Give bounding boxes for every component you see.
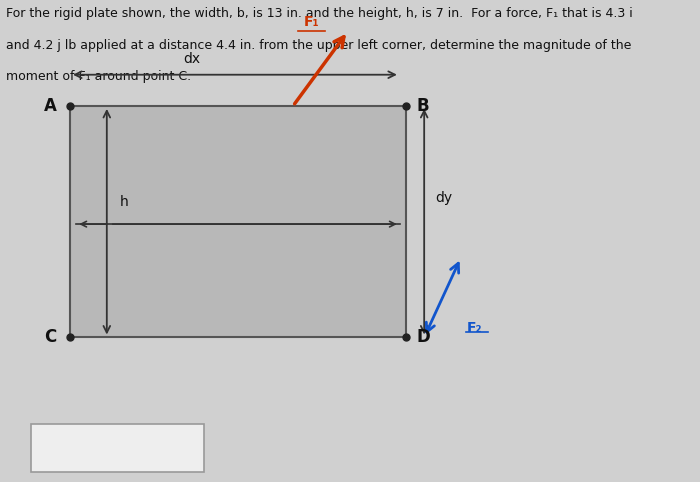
- Text: dy: dy: [435, 190, 452, 205]
- Text: moment of F₁ around point C.: moment of F₁ around point C.: [6, 70, 191, 83]
- Text: For the rigid plate shown, the width, b, is 13 in. and the height, h, is 7 in.  : For the rigid plate shown, the width, b,…: [6, 7, 633, 20]
- Text: B: B: [417, 97, 430, 115]
- Text: F₂: F₂: [467, 321, 482, 335]
- Text: and 4.2 j lb applied at a distance 4.4 in. from the upper left corner, determine: and 4.2 j lb applied at a distance 4.4 i…: [6, 39, 631, 52]
- Text: D: D: [417, 328, 430, 347]
- Text: C: C: [45, 328, 57, 347]
- Text: F₁: F₁: [304, 15, 319, 29]
- Text: A: A: [44, 97, 57, 115]
- Text: dx: dx: [183, 52, 201, 66]
- Bar: [70, 106, 406, 337]
- Bar: [31, 424, 204, 472]
- Text: h: h: [120, 195, 129, 210]
